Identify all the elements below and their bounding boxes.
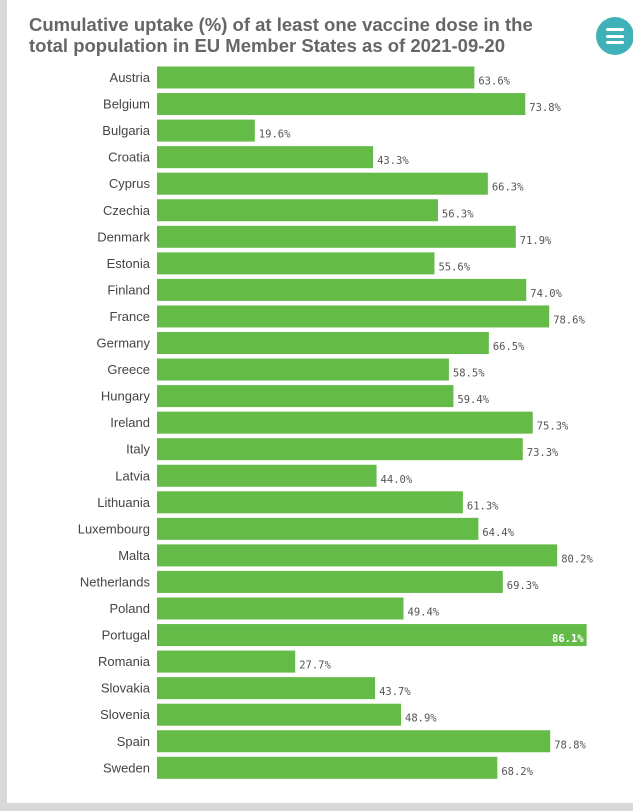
- data-label-slovenia: 48.9%: [405, 713, 437, 725]
- category-label-belgium: Belgium: [103, 97, 150, 112]
- category-label-slovakia: Slovakia: [101, 681, 151, 696]
- category-label-france: France: [110, 309, 150, 324]
- category-label-portugal: Portugal: [102, 628, 151, 643]
- bar-estonia[interactable]: [157, 252, 435, 275]
- bar-france[interactable]: [157, 305, 550, 328]
- bar-belgium[interactable]: [157, 93, 526, 116]
- bar-germany[interactable]: [157, 332, 489, 354]
- menu-button[interactable]: [596, 17, 633, 55]
- bar-greece[interactable]: [157, 358, 449, 381]
- data-label-luxembourg: 64.4%: [482, 527, 514, 539]
- data-label-greece: 58.5%: [453, 368, 485, 380]
- data-label-czechia: 56.3%: [442, 208, 474, 220]
- category-label-croatia: Croatia: [108, 150, 151, 165]
- category-label-netherlands: Netherlands: [80, 574, 151, 589]
- category-label-hungary: Hungary: [101, 389, 151, 404]
- data-label-finland: 74.0%: [530, 288, 562, 300]
- data-label-slovakia: 43.7%: [379, 686, 411, 698]
- data-label-austria: 63.6%: [478, 76, 510, 88]
- category-label-denmark: Denmark: [97, 229, 150, 244]
- data-label-cyprus: 66.3%: [492, 182, 524, 194]
- data-label-bulgaria: 19.6%: [259, 129, 291, 141]
- category-label-spain: Spain: [117, 734, 150, 749]
- category-label-malta: Malta: [118, 548, 151, 563]
- data-label-germany: 66.5%: [493, 341, 525, 353]
- category-label-germany: Germany: [97, 336, 151, 351]
- data-label-hungary: 59.4%: [457, 394, 489, 406]
- bar-spain[interactable]: [157, 730, 551, 753]
- category-label-ireland: Ireland: [110, 415, 150, 430]
- data-label-croatia: 43.3%: [377, 155, 409, 167]
- bar-cyprus[interactable]: [157, 172, 488, 195]
- category-label-finland: Finland: [107, 282, 150, 297]
- category-label-cyprus: Cyprus: [109, 176, 151, 191]
- category-label-austria: Austria: [110, 70, 151, 85]
- category-label-latvia: Latvia: [115, 468, 150, 483]
- bar-sweden[interactable]: [157, 756, 498, 779]
- data-label-latvia: 44.0%: [381, 474, 413, 486]
- category-label-bulgaria: Bulgaria: [102, 123, 150, 138]
- bar-hungary[interactable]: [157, 385, 454, 408]
- bar-austria[interactable]: [157, 66, 475, 89]
- bar-malta[interactable]: [157, 544, 558, 567]
- data-label-spain: 78.8%: [554, 739, 586, 751]
- category-label-italy: Italy: [126, 442, 150, 457]
- category-label-romania: Romania: [98, 654, 151, 669]
- bar-italy[interactable]: [157, 438, 523, 461]
- bar-finland[interactable]: [157, 278, 527, 301]
- category-label-czechia: Czechia: [103, 203, 151, 218]
- data-label-romania: 27.7%: [299, 660, 331, 672]
- bar-slovakia[interactable]: [157, 677, 376, 700]
- bar-bulgaria[interactable]: [157, 119, 255, 142]
- data-label-belgium: 73.8%: [529, 102, 561, 114]
- bar-netherlands[interactable]: [157, 570, 503, 593]
- category-label-lithuania: Lithuania: [97, 495, 151, 510]
- hamburger-menu-icon: [606, 28, 624, 31]
- data-label-denmark: 71.9%: [520, 235, 552, 247]
- data-label-estonia: 55.6%: [438, 261, 470, 273]
- data-label-netherlands: 69.3%: [507, 580, 539, 592]
- bar-croatia[interactable]: [157, 146, 374, 169]
- chart-title: Cumulative uptake (%) of at least one va…: [29, 14, 533, 56]
- bar-lithuania[interactable]: [157, 491, 463, 514]
- category-label-sweden: Sweden: [103, 760, 150, 775]
- bar-romania[interactable]: [157, 650, 296, 673]
- category-label-slovenia: Slovenia: [100, 707, 151, 722]
- data-label-sweden: 68.2%: [501, 766, 533, 778]
- data-label-malta: 80.2%: [561, 553, 593, 565]
- data-label-italy: 73.3%: [527, 447, 559, 459]
- category-label-poland: Poland: [110, 601, 150, 616]
- data-label-portugal: 86.1%: [552, 633, 584, 645]
- data-label-poland: 49.4%: [408, 607, 440, 619]
- bar-poland[interactable]: [157, 597, 404, 620]
- data-label-france: 78.6%: [553, 314, 585, 326]
- category-label-greece: Greece: [107, 362, 150, 377]
- bar-portugal[interactable]: [157, 624, 587, 647]
- bar-ireland[interactable]: [157, 411, 533, 434]
- bar-czechia[interactable]: [157, 199, 438, 222]
- bar-luxembourg[interactable]: [157, 517, 479, 540]
- bar-slovenia[interactable]: [157, 703, 402, 726]
- category-label-estonia: Estonia: [107, 256, 151, 271]
- data-label-lithuania: 61.3%: [467, 500, 499, 512]
- bar-latvia[interactable]: [157, 464, 377, 487]
- bar-denmark[interactable]: [157, 225, 516, 248]
- category-label-luxembourg: Luxembourg: [78, 521, 150, 536]
- data-label-ireland: 75.3%: [537, 421, 569, 433]
